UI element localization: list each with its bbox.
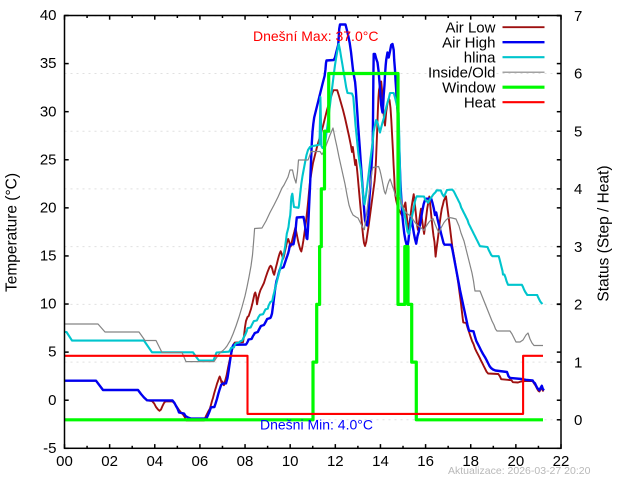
svg-text:40: 40 <box>40 7 57 24</box>
svg-text:16: 16 <box>417 453 434 470</box>
svg-text:Window: Window <box>442 79 496 96</box>
svg-text:10: 10 <box>282 453 299 470</box>
svg-text:5: 5 <box>574 123 582 140</box>
svg-text:02: 02 <box>101 453 118 470</box>
svg-text:2: 2 <box>574 297 582 314</box>
svg-text:0: 0 <box>48 392 56 409</box>
svg-text:00: 00 <box>56 453 73 470</box>
svg-text:Temperature (°C): Temperature (°C) <box>4 173 21 292</box>
svg-text:06: 06 <box>192 453 209 470</box>
svg-text:6: 6 <box>574 66 582 83</box>
svg-text:22: 22 <box>553 453 570 470</box>
svg-text:25: 25 <box>40 151 57 168</box>
svg-text:35: 35 <box>40 55 57 72</box>
svg-text:Dnešní Max: 37.0°C: Dnešní Max: 37.0°C <box>253 28 378 44</box>
svg-text:18: 18 <box>462 453 479 470</box>
svg-text:20: 20 <box>40 200 57 217</box>
svg-text:Aktualizace: 2026-03-27 20:20: Aktualizace: 2026-03-27 20:20 <box>448 465 591 477</box>
svg-text:14: 14 <box>372 453 389 470</box>
svg-text:4: 4 <box>574 181 582 198</box>
svg-text:-5: -5 <box>43 440 56 457</box>
svg-text:1: 1 <box>574 354 582 371</box>
svg-text:3: 3 <box>574 239 582 256</box>
svg-text:Air Low: Air Low <box>445 19 495 36</box>
svg-text:04: 04 <box>146 453 163 470</box>
svg-text:Heat: Heat <box>464 94 497 111</box>
svg-text:7: 7 <box>574 8 582 25</box>
svg-text:Status (Step / Heat): Status (Step / Heat) <box>596 165 613 301</box>
svg-text:10: 10 <box>40 296 57 313</box>
svg-text:20: 20 <box>508 453 525 470</box>
svg-text:hlina: hlina <box>464 49 496 66</box>
svg-text:15: 15 <box>40 248 57 265</box>
svg-text:0: 0 <box>574 412 582 429</box>
svg-text:5: 5 <box>48 344 56 361</box>
svg-text:Air High: Air High <box>442 34 495 51</box>
svg-text:Dnešni Min: 4.0°C: Dnešni Min: 4.0°C <box>260 417 373 433</box>
svg-text:Inside/Old: Inside/Old <box>428 64 496 81</box>
svg-text:30: 30 <box>40 103 57 120</box>
svg-text:08: 08 <box>237 453 254 470</box>
svg-text:12: 12 <box>327 453 344 470</box>
